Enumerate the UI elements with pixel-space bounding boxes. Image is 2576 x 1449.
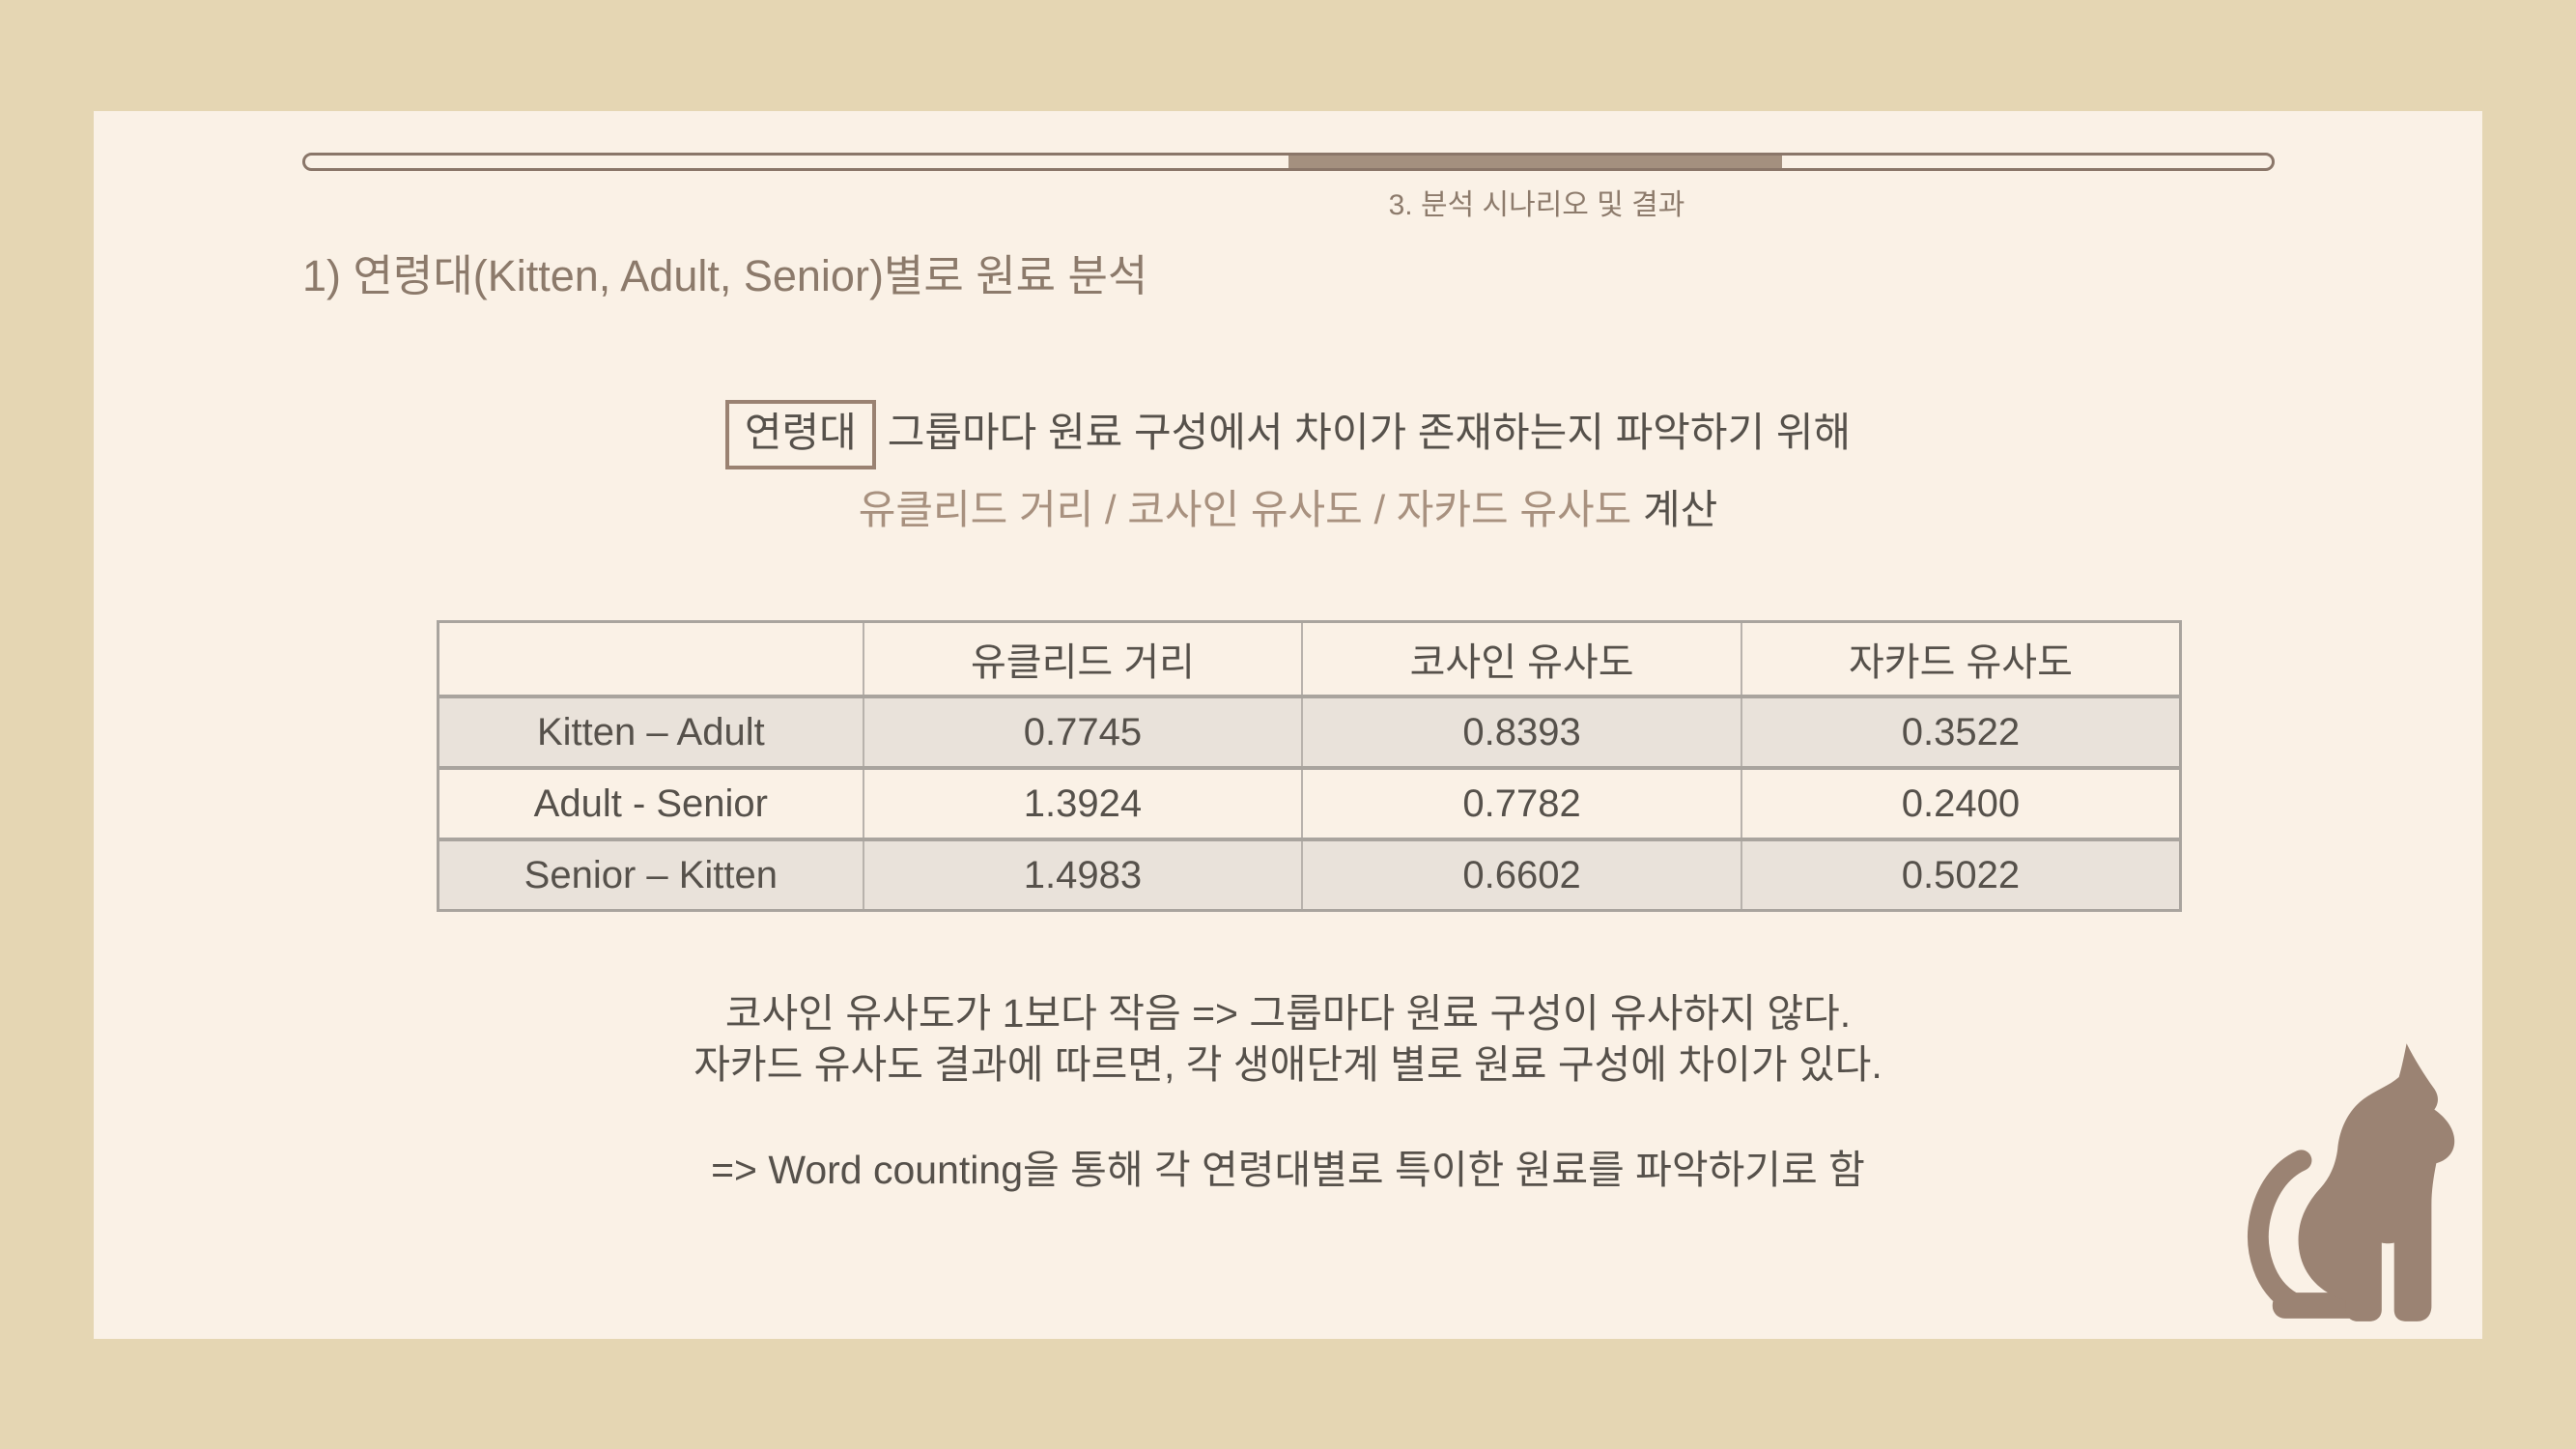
- slide-panel: 3. 분석 시나리오 및 결과 1) 연령대(Kitten, Adult, Se…: [94, 111, 2482, 1339]
- cat-silhouette-svg: [2248, 1043, 2455, 1321]
- conclusion-line3: => Word counting을 통해 각 연령대별로 특이한 원료를 파악하…: [711, 1148, 1865, 1192]
- cell-value: 0.7745: [862, 695, 1303, 768]
- page-title: 1) 연령대(Kitten, Adult, Senior)별로 원료 분석: [302, 251, 1148, 300]
- cat-body: [2298, 1043, 2455, 1321]
- cell-value: 0.5022: [1740, 838, 2181, 911]
- row-label: Senior – Kitten: [438, 838, 863, 911]
- header-jaccard: 자카드 유사도: [1740, 621, 2181, 696]
- cell-value: 1.3924: [862, 766, 1303, 839]
- similarity-table: 유클리드 거리 코사인 유사도 자카드 유사도 Kitten – Adult 0…: [437, 620, 2182, 912]
- callout-block: 연령대 그룹마다 원료 구성에서 차이가 존재하는지 파악하기 위해 유클리드 거…: [94, 397, 2482, 537]
- cell-value: 0.6602: [1301, 838, 1741, 911]
- row-label: Adult - Senior: [438, 766, 863, 839]
- cell-value: 1.4983: [862, 838, 1303, 911]
- cell-value: 0.2400: [1740, 766, 2181, 839]
- conclusion-line2: 자카드 유사도 결과에 따르면, 각 생애단계 별로 원료 구성에 차이가 있다…: [694, 1042, 1882, 1087]
- highlighted-term-box: 연령대: [724, 400, 876, 469]
- cell-value: 0.3522: [1740, 695, 2181, 768]
- callout-line1-text: 그룹마다 원료 구성에서 차이가 존재하는지 파악하기 위해: [887, 410, 1852, 455]
- conclusion-line1: 코사인 유사도가 1보다 작음 => 그룹마다 원료 구성이 유사하지 않다.: [724, 991, 1852, 1036]
- callout-line1: 연령대 그룹마다 원료 구성에서 차이가 존재하는지 파악하기 위해: [94, 397, 2482, 469]
- table-row: Senior – Kitten 1.4983 0.6602 0.5022: [438, 838, 2181, 911]
- callout-line2: 유클리드 거리 / 코사인 유사도 / 자카드 유사도 계산: [94, 483, 2482, 537]
- table-row: Adult - Senior 1.3924 0.7782 0.2400: [438, 766, 2181, 839]
- metrics-list-text: 유클리드 거리 / 코사인 유사도 / 자카드 유사도: [858, 487, 1632, 532]
- progress-fill-segment: [1288, 156, 1783, 168]
- row-label: Kitten – Adult: [438, 695, 863, 768]
- header-cosine: 코사인 유사도: [1301, 621, 1741, 696]
- callout-line2-suffix: 계산: [1631, 487, 1718, 532]
- cat-tail: [2248, 1150, 2312, 1313]
- cat-silhouette-icon: [2246, 1036, 2476, 1337]
- cell-value: 0.7782: [1301, 766, 1741, 839]
- table-header-row: 유클리드 거리 코사인 유사도 자카드 유사도: [439, 621, 2181, 697]
- header-euclidean: 유클리드 거리: [862, 621, 1303, 696]
- conclusion-block: 코사인 유사도가 1보다 작음 => 그룹마다 원료 구성이 유사하지 않다. …: [94, 988, 2482, 1196]
- section-progress-bar: [302, 153, 2275, 171]
- section-label: 3. 분석 시나리오 및 결과: [1388, 189, 1685, 221]
- cell-value: 0.8393: [1301, 695, 1741, 768]
- header-empty-cell: [439, 622, 863, 697]
- similarity-table-wrap: 유클리드 거리 코사인 유사도 자카드 유사도 Kitten – Adult 0…: [437, 620, 2182, 912]
- table-row: Kitten – Adult 0.7745 0.8393 0.3522: [438, 695, 2181, 768]
